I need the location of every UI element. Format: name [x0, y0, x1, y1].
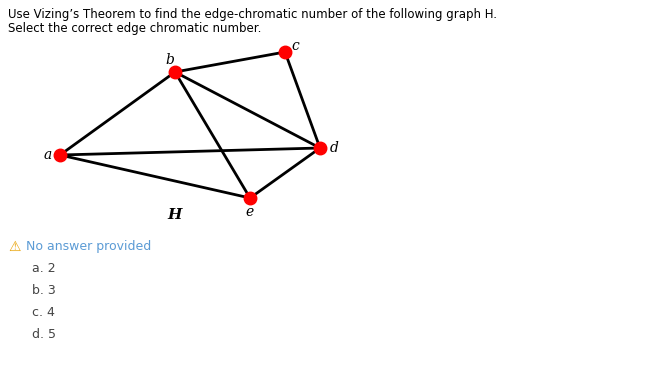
Text: d. 5: d. 5: [32, 328, 56, 341]
Text: b. 3: b. 3: [32, 284, 56, 297]
Text: d: d: [329, 141, 339, 155]
Text: a: a: [44, 148, 52, 162]
Text: c. 4: c. 4: [32, 306, 55, 319]
Text: e: e: [246, 205, 254, 219]
Text: c: c: [291, 39, 299, 53]
Text: H: H: [168, 208, 182, 222]
Text: Use Vizing’s Theorem to find the edge-chromatic number of the following graph H.: Use Vizing’s Theorem to find the edge-ch…: [8, 8, 497, 21]
Text: b: b: [165, 53, 174, 67]
Text: ⚠: ⚠: [8, 240, 20, 254]
Text: No answer provided: No answer provided: [26, 240, 151, 253]
Text: a. 2: a. 2: [32, 262, 55, 275]
Text: Select the correct edge chromatic number.: Select the correct edge chromatic number…: [8, 22, 261, 35]
